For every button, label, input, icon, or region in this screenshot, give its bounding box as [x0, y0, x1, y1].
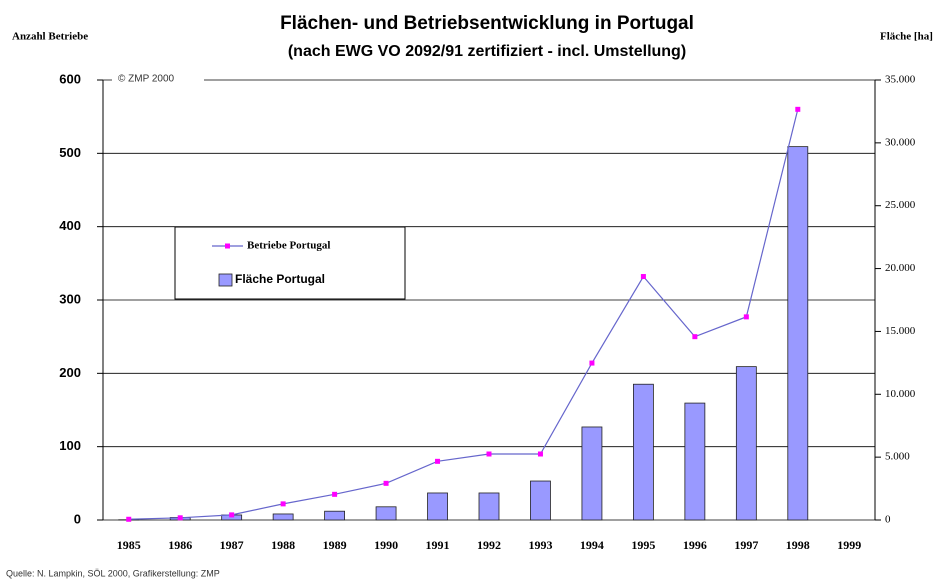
x-tick-label: 1989 — [323, 538, 347, 552]
marker — [229, 512, 235, 518]
marker — [589, 360, 595, 366]
y2-tick-label: 0 — [885, 514, 891, 526]
marker — [692, 334, 698, 340]
y2-tick-label: 25.000 — [885, 199, 916, 211]
y-tick-label: 600 — [59, 71, 81, 86]
marker — [280, 501, 286, 507]
marker — [486, 451, 492, 457]
legend-marker — [225, 243, 230, 249]
x-tick-label: 1985 — [117, 538, 141, 552]
y2-tick-label: 15.000 — [885, 325, 916, 337]
bar — [735, 366, 757, 521]
bar — [633, 383, 654, 521]
marker — [383, 480, 389, 486]
source-note: Quelle: N. Lampkin, SÖL 2000, Grafikerst… — [6, 568, 220, 578]
marker — [640, 274, 646, 280]
bar — [478, 492, 500, 521]
y-tick-label: 300 — [59, 291, 81, 306]
line — [128, 109, 799, 520]
x-tick-label: 1996 — [683, 538, 707, 552]
marker — [332, 491, 338, 497]
chart-subtitle: (nach EWG VO 2092/91 zertifiziert - incl… — [288, 43, 686, 60]
x-tick-label: 1995 — [631, 538, 655, 552]
x-tick-label: 1986 — [168, 538, 192, 552]
y-tick-label: 0 — [74, 511, 81, 526]
bar — [324, 510, 346, 521]
y2-axis-label: Fläche [ha] — [880, 31, 933, 43]
y2-tick-label: 10.000 — [885, 388, 916, 400]
marker — [177, 515, 183, 521]
bar — [427, 492, 448, 521]
legend-label: Betriebe Portugal — [247, 240, 330, 252]
y2-tick-label: 35.000 — [885, 74, 916, 86]
y-tick-label: 100 — [59, 438, 81, 453]
x-tick-label: 1993 — [528, 538, 552, 552]
bar — [581, 426, 603, 521]
y-tick-label: 500 — [59, 145, 81, 160]
y-tick-label: 200 — [59, 365, 81, 380]
marker — [537, 451, 543, 457]
x-tick-label: 1997 — [734, 538, 758, 552]
legend-box — [174, 226, 406, 300]
x-tick-label: 1998 — [786, 538, 810, 552]
bar — [684, 402, 706, 521]
annotation: © ZMP 2000 — [118, 74, 175, 85]
x-tick-label: 1990 — [374, 538, 398, 552]
annotation-bg — [112, 72, 204, 86]
bar — [787, 146, 809, 521]
x-tick-label: 1987 — [220, 538, 244, 552]
marker — [743, 314, 749, 320]
y2-tick-label: 30.000 — [885, 136, 916, 148]
y2-tick-label: 20.000 — [885, 262, 916, 274]
x-tick-label: 1988 — [271, 538, 295, 552]
x-tick-label: 1991 — [426, 538, 450, 552]
chart-title: Flächen- und Betriebsentwicklung in Port… — [280, 13, 694, 34]
y-axis-label: Anzahl Betriebe — [12, 31, 88, 43]
legend-label: Fläche Portugal — [235, 272, 325, 286]
x-tick-label: 1994 — [580, 538, 604, 552]
marker — [126, 516, 132, 522]
y2-tick-label: 5.000 — [885, 451, 910, 463]
marker — [435, 458, 441, 464]
x-tick-label: 1992 — [477, 538, 501, 552]
bar — [375, 506, 397, 521]
y-tick-label: 400 — [59, 218, 81, 233]
marker — [795, 106, 801, 112]
legend-swatch — [218, 273, 233, 287]
x-tick-label: 1999 — [837, 538, 861, 552]
bar — [530, 480, 551, 521]
bar — [272, 513, 294, 521]
